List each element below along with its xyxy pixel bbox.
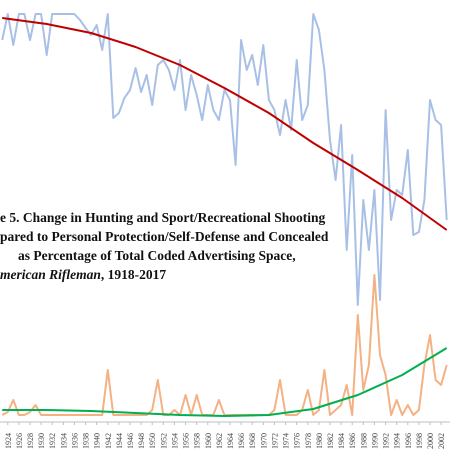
chart-title: merican Rifleman, 1918-2017	[0, 267, 166, 282]
x-tick-label: 1978	[304, 433, 313, 449]
x-tick-label: 1996	[404, 433, 413, 449]
x-tick-label: 1936	[70, 433, 79, 449]
x-tick-label: 1938	[82, 433, 91, 449]
x-tick-label: 1956	[182, 433, 191, 449]
chart-title: as Percentage of Total Coded Advertising…	[18, 248, 296, 263]
x-tick-label: 1960	[204, 433, 213, 449]
x-tick-label: 1948	[137, 433, 146, 449]
x-tick-label: 1972	[270, 433, 279, 449]
series-line	[2, 17, 448, 231]
x-tick-label: 2002	[437, 433, 446, 449]
x-tick-label: 1924	[4, 433, 13, 449]
x-tick-label: 1988	[359, 433, 368, 449]
x-tick-label: 1942	[104, 433, 113, 449]
plot-area: 1924 1926 1928 1930 1932 1934 1936 1938 1940 1942…	[0, 13, 450, 449]
x-tick-label: 1992	[382, 433, 391, 449]
x-tick-label: 1930	[37, 433, 46, 449]
x-tick-label: 1976	[293, 433, 302, 449]
x-tick-label: 1932	[48, 433, 57, 449]
x-tick-label: 1998	[415, 433, 424, 449]
x-tick-label: 1934	[59, 433, 68, 449]
x-tick-label: 2000	[426, 433, 435, 449]
title-end: , 1918-2017	[101, 267, 166, 282]
x-tick-label: 1990	[370, 433, 379, 449]
series-line	[1, 13, 448, 306]
x-tick-label: 1958	[193, 433, 202, 449]
chart-title: pared to Personal Protection/Self-Defens…	[0, 229, 329, 244]
x-tick-label: 1968	[248, 433, 257, 449]
x-tick-label: 1962	[215, 433, 224, 449]
x-tick-label: 1954	[170, 433, 179, 449]
x-tick-label: 1966	[237, 433, 246, 449]
x-tick-label: 1926	[15, 433, 24, 449]
x-tick-label: 1984	[337, 433, 346, 449]
x-tick-label: 1944	[115, 433, 124, 449]
x-tick-label: 1986	[348, 433, 357, 449]
series-line	[2, 347, 448, 417]
x-tick-label: 1974	[282, 433, 291, 449]
x-tick-label: 1980	[315, 433, 324, 449]
title-italic: merican Rifleman	[0, 267, 101, 282]
x-tick-label: 1950	[148, 433, 157, 449]
chart-title: e 5. Change in Hunting and Sport/Recreat…	[0, 210, 326, 225]
x-tick-label: 1940	[93, 433, 102, 449]
x-tick-label: 1982	[326, 433, 335, 449]
x-tick-label: 1952	[159, 433, 168, 449]
x-tick-label: 1994	[393, 433, 402, 449]
x-tick-label: 1964	[226, 433, 235, 449]
x-tick-label: 1946	[126, 433, 135, 449]
x-tick-label: 1970	[259, 433, 268, 449]
x-tick-label: 1928	[26, 433, 35, 449]
